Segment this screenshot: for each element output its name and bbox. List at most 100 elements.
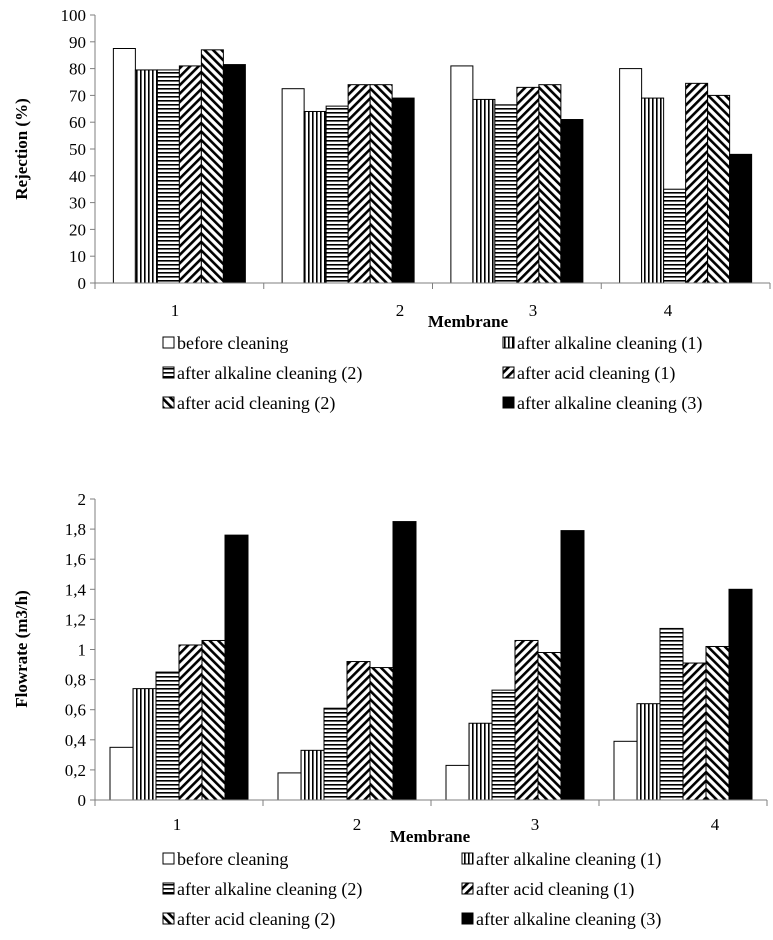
legend-swatch [162,912,175,925]
legend-label: after alkaline cleaning (3) [476,909,661,930]
legend-swatch [162,882,175,895]
x-tick-label: 3 [529,301,538,320]
legend-swatch [461,882,474,895]
legend-label: after acid cleaning (1) [476,879,634,900]
legend-label: after acid cleaning (2) [177,909,335,930]
y-tick-label: 1 [78,641,87,660]
legend-label: before cleaning [177,333,288,353]
y-tick-label: 1,6 [65,550,86,569]
bar-6-membrane-2 [391,97,415,284]
x-axis-title: Membrane [428,312,509,331]
x-tick-label: 3 [531,815,540,834]
y-tick-label: 90 [69,33,86,52]
bar-5-membrane-3 [538,84,562,284]
x-tick-label: 4 [664,301,673,320]
bar-6-membrane-1 [222,64,246,284]
y-tick-label: 0,4 [65,731,87,750]
x-tick-label: 1 [171,301,180,320]
y-tick-label: 1,4 [65,580,87,599]
bar-6-membrane-3 [560,530,585,801]
legend-swatch [502,366,515,379]
bar-3-membrane-4 [663,188,687,284]
legend-swatch [502,336,515,349]
legend-label: after alkaline cleaning (1) [517,333,702,354]
bar-6-membrane-2 [392,521,417,801]
bar-2-membrane-3 [472,98,496,284]
legend-label: after alkaline cleaning (2) [177,879,362,900]
bar-2-membrane-4 [641,97,665,284]
bar-1-membrane-4 [613,740,638,801]
bar-1-membrane-3 [450,65,474,284]
bar-4-membrane-1 [178,644,203,801]
y-tick-label: 60 [69,113,86,132]
bar-6-membrane-1 [224,534,249,801]
bar-3-membrane-2 [323,707,348,801]
bar-4-membrane-2 [346,661,371,801]
bar-2-membrane-1 [134,69,158,284]
legend-swatch [461,852,474,865]
legend-label: after alkaline cleaning (1) [476,849,661,870]
y-tick-label: 20 [69,220,86,239]
legend-label: after alkaline cleaning (3) [517,393,702,414]
legend-label: after alkaline cleaning (2) [177,363,362,384]
bar-1-membrane-1 [109,746,134,801]
legend-label: after acid cleaning (2) [177,393,335,414]
y-axis-title: Rejection (%) [12,98,31,200]
y-tick-label: 1,2 [65,610,86,629]
bar-4-membrane-1 [178,65,202,284]
bar-5-membrane-1 [200,49,224,284]
y-tick-label: 80 [69,60,86,79]
bar-4-membrane-3 [516,86,540,284]
legend-label: before cleaning [177,849,288,869]
bar-3-membrane-1 [155,671,180,801]
x-tick-label: 2 [396,301,405,320]
y-tick-label: 100 [61,6,87,25]
bar-6-membrane-3 [560,119,584,284]
bar-5-membrane-4 [705,645,730,801]
bar-5-membrane-1 [201,639,226,801]
bar-4-membrane-4 [685,82,709,284]
bar-3-membrane-3 [491,689,516,801]
legend-swatch [502,396,515,409]
bar-5-membrane-4 [707,94,731,284]
bar-4-membrane-3 [514,639,539,801]
bar-5-membrane-2 [369,667,394,801]
bar-6-membrane-4 [729,153,753,284]
x-tick-label: 1 [173,815,182,834]
bar-1-membrane-1 [112,48,136,284]
bar-3-membrane-2 [325,105,349,284]
bar-2-membrane-4 [636,703,661,801]
bar-6-membrane-4 [728,588,753,801]
bar-1-membrane-3 [445,764,470,801]
y-tick-label: 0,8 [65,671,86,690]
y-tick-label: 2 [78,490,87,509]
bar-3-membrane-1 [156,69,180,284]
bar-4-membrane-2 [347,84,371,284]
bar-5-membrane-2 [369,84,393,284]
bar-1-membrane-4 [619,68,643,284]
legend-swatch [461,912,474,925]
bar-5-membrane-3 [537,652,562,801]
y-tick-label: 30 [69,194,86,213]
x-tick-label: 2 [353,815,362,834]
legend-swatch [162,336,175,349]
legend-swatch [162,852,175,865]
y-tick-label: 50 [69,140,86,159]
y-tick-label: 70 [69,86,86,105]
y-tick-label: 10 [69,247,86,266]
legend-label: after acid cleaning (1) [517,363,675,384]
x-tick-label: 4 [711,815,720,834]
bar-2-membrane-2 [303,110,327,284]
y-tick-label: 0 [78,791,87,810]
legend-swatch [162,396,175,409]
bar-1-membrane-2 [281,88,305,284]
y-axis-title: Flowrate (m3/h) [12,590,31,708]
bar-3-membrane-4 [659,627,684,801]
flowrate-chart: 0 0,2 0,4 0,6 0,8 1 1,2 1,4 1,6 1,8 2 1 2 3 4 Membrane F… [12,490,768,930]
legend-swatch [162,366,175,379]
bar-3-membrane-3 [494,104,518,284]
bar-2-membrane-3 [468,722,493,801]
bar-4-membrane-4 [682,662,707,801]
y-tick-label: 0,6 [65,701,86,720]
